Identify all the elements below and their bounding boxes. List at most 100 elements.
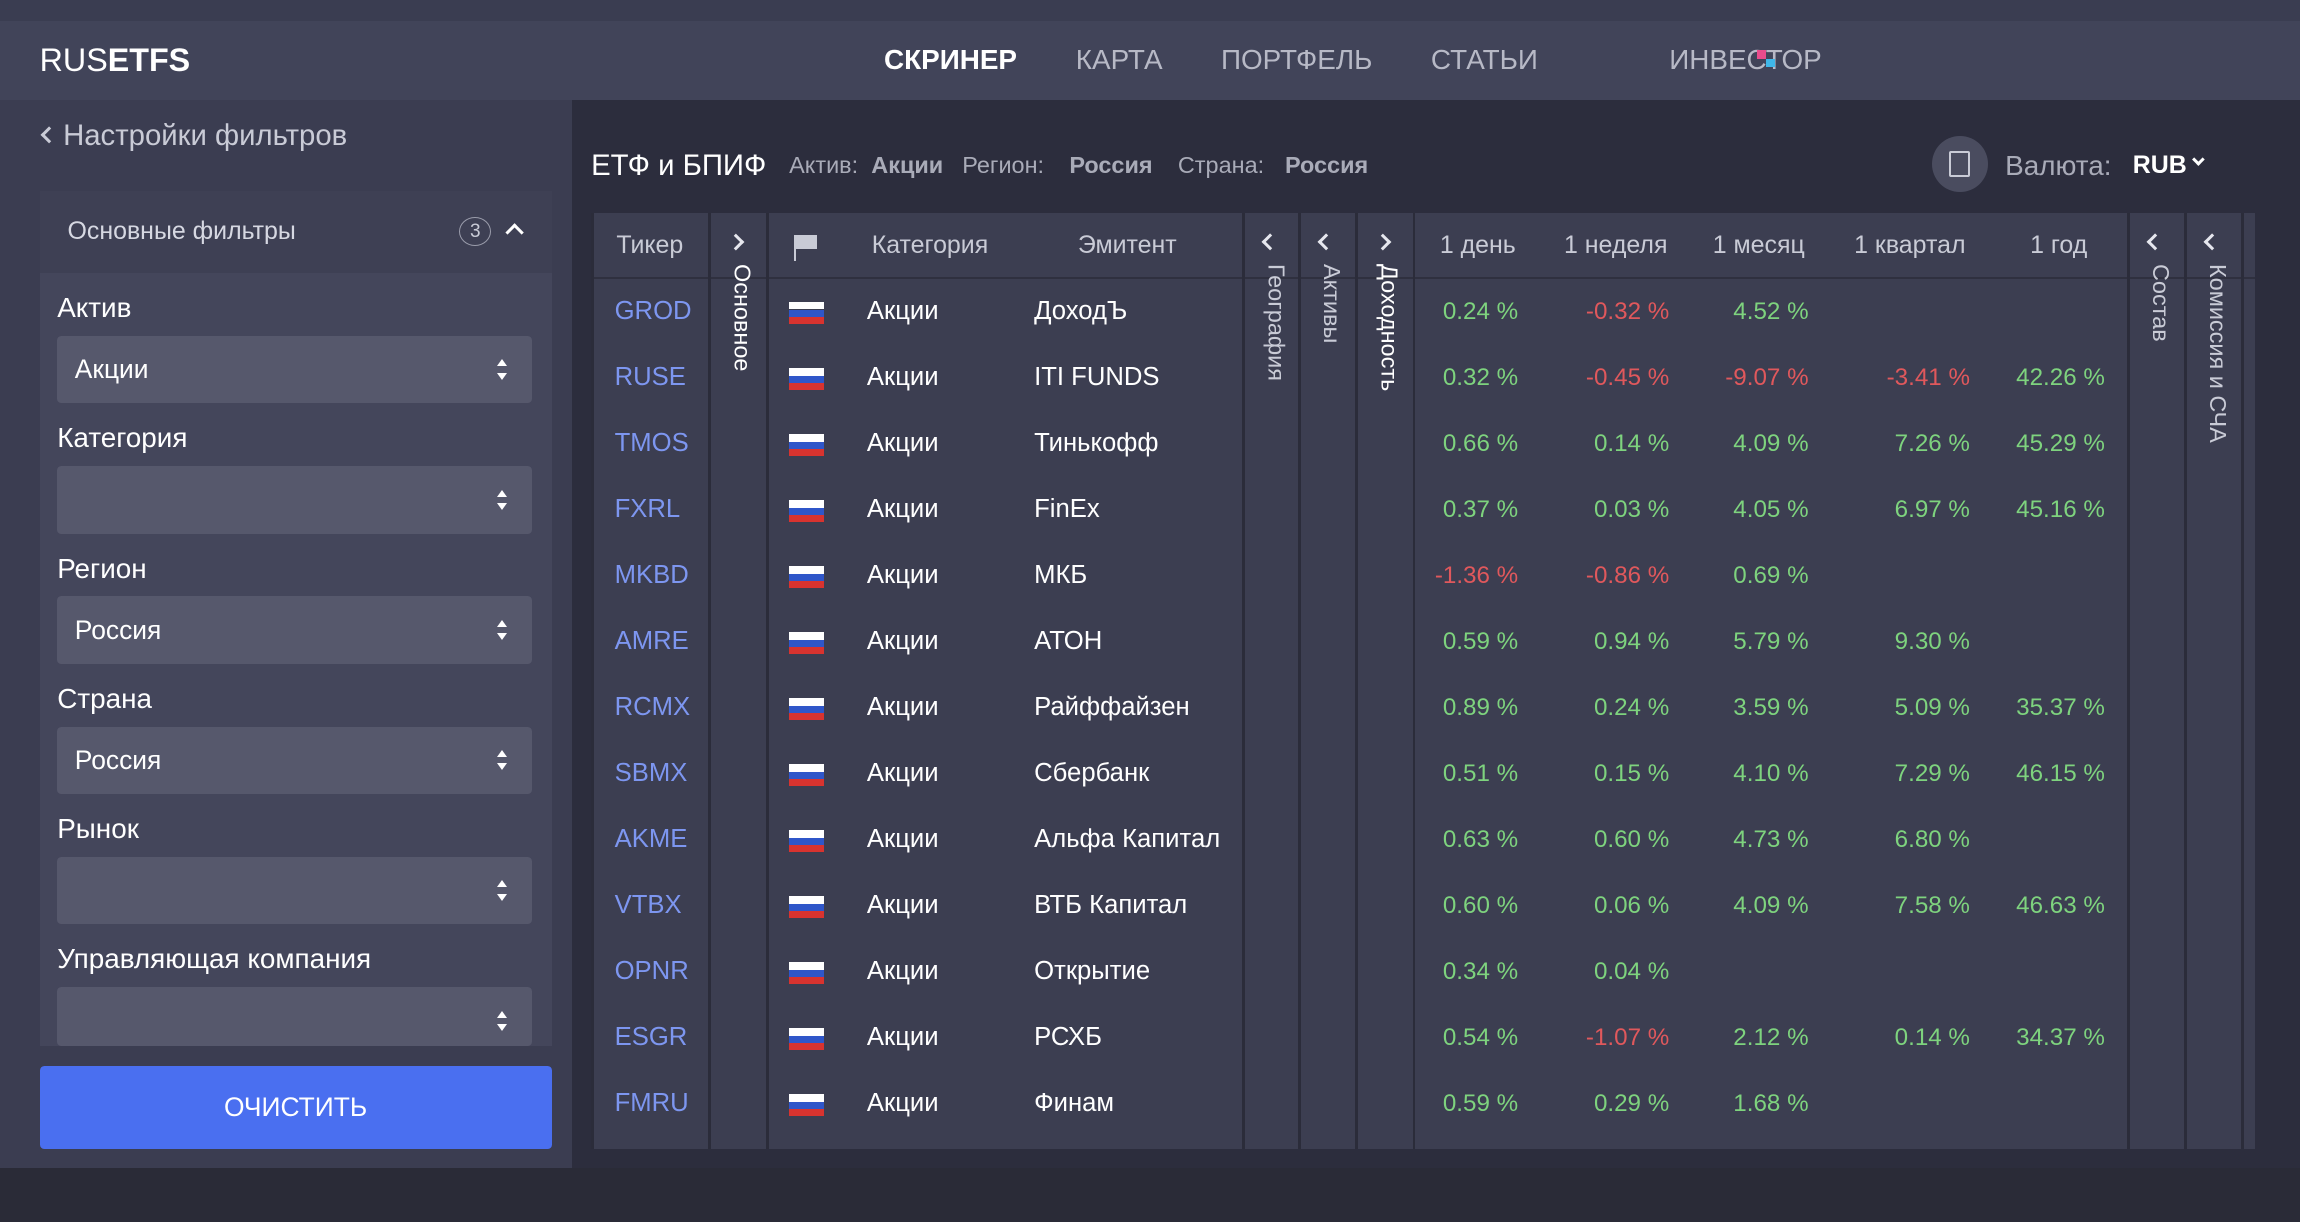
return-cell: 42.26 %: [2016, 363, 2105, 391]
flag: [789, 764, 825, 772]
ticker[interactable]: AKME: [614, 825, 688, 854]
flag: [789, 375, 825, 383]
cell: Сбербанк: [1034, 759, 1150, 788]
cell: Акции: [866, 693, 939, 722]
nav-item[interactable]: ПОРТФЕЛЬ: [1220, 44, 1373, 76]
ticker[interactable]: SBMX: [614, 759, 688, 788]
select[interactable]: [57, 856, 533, 925]
select[interactable]: Акции: [57, 335, 533, 404]
flag: [789, 698, 825, 706]
flag-icon: [796, 234, 818, 250]
select-value: Россия: [74, 744, 162, 775]
nav-item[interactable]: КАРТА: [1075, 44, 1163, 76]
nav-item[interactable]: ИНВЕСТОР: [1669, 44, 1822, 76]
column-header[interactable]: Категория: [871, 231, 989, 260]
flag: [789, 1108, 825, 1117]
return-cell: -0.32 %: [1585, 297, 1670, 325]
flag: [789, 969, 825, 977]
column-header[interactable]: 1 день: [1439, 231, 1516, 260]
logo[interactable]: RUS ETFS: [40, 32, 216, 88]
currency-value[interactable]: RUB: [2132, 151, 2187, 180]
return-cell: 5.09 %: [1894, 693, 1970, 721]
back-link[interactable]: Настройки фильтров: [63, 119, 348, 153]
column-separator: [708, 212, 712, 1149]
select[interactable]: [57, 466, 533, 534]
return-cell: 0.24 %: [1442, 297, 1519, 325]
return-cell: 6.80 %: [1894, 825, 1970, 853]
ticker[interactable]: ESGR: [614, 1023, 688, 1052]
section-count: 3: [459, 217, 492, 247]
flag: [789, 316, 825, 325]
return-cell: 7.26 %: [1894, 429, 1970, 457]
column-header[interactable]: 1 неделя: [1563, 231, 1668, 260]
nav-icon: [1766, 58, 1775, 68]
select[interactable]: Россия: [57, 726, 533, 795]
clear-button[interactable]: ОЧИСТИТЬ: [39, 1066, 552, 1149]
group-label[interactable]: Активы: [1319, 264, 1346, 344]
table: [591, 212, 2255, 1149]
filter-label: Рынок: [57, 813, 139, 845]
return-cell: 2.12 %: [1733, 1023, 1809, 1051]
flag: [789, 566, 825, 574]
select-arrow: [497, 1010, 508, 1018]
cell: Финам: [1034, 1089, 1115, 1118]
cell: ВТБ Капитал: [1034, 891, 1188, 920]
currency-chevron[interactable]: [2192, 153, 2205, 167]
ticker[interactable]: VTBX: [614, 891, 682, 920]
ticker[interactable]: AMRE: [614, 627, 689, 656]
group-label[interactable]: Основное: [729, 264, 756, 372]
return-cell: 0.66 %: [1442, 429, 1519, 457]
select[interactable]: Россия: [57, 596, 533, 664]
cell: Открытие: [1034, 957, 1151, 986]
group-label[interactable]: Состав: [2147, 264, 2174, 342]
ticker[interactable]: MKBD: [614, 561, 689, 590]
ticker[interactable]: GROD: [614, 297, 692, 326]
group-label[interactable]: География: [1263, 264, 1290, 381]
select[interactable]: [57, 987, 533, 1046]
return-cell: 0.94 %: [1593, 627, 1670, 655]
flag: [789, 903, 825, 911]
cell: Райффайзен: [1034, 693, 1190, 722]
flag-icon: [793, 234, 797, 262]
ticker[interactable]: RUSE: [614, 363, 686, 392]
column-separator: [2184, 212, 2188, 1149]
select-arrow: [497, 359, 508, 367]
export-button[interactable]: [1931, 136, 1988, 193]
ticker[interactable]: FMRU: [614, 1089, 689, 1118]
group-label[interactable]: Доходность: [1376, 264, 1403, 392]
ticker[interactable]: RCMX: [614, 693, 691, 722]
nav-item[interactable]: СКРИНЕР: [884, 44, 1018, 76]
section-title: Основные фильтры: [67, 217, 296, 246]
return-cell: 4.73 %: [1733, 825, 1809, 853]
nav-item[interactable]: СТАТЬИ: [1430, 44, 1538, 76]
return-cell: 46.63 %: [2016, 891, 2105, 919]
cell: ITI FUNDS: [1034, 363, 1160, 392]
filter-label: Управляющая компания: [57, 943, 372, 975]
column-header[interactable]: Эмитент: [1077, 231, 1177, 260]
column-header[interactable]: 1 месяц: [1712, 231, 1805, 260]
cell: МКБ: [1034, 561, 1088, 590]
return-cell: 35.37 %: [2016, 693, 2105, 721]
return-cell: -1.36 %: [1434, 561, 1519, 589]
ticker[interactable]: OPNR: [614, 957, 689, 986]
cell: Акции: [866, 957, 939, 986]
return-cell: 0.63 %: [1442, 825, 1519, 853]
flag: [789, 837, 825, 845]
filter-label: Регион: [57, 552, 147, 584]
column-header[interactable]: 1 год: [2030, 231, 2088, 260]
column-header[interactable]: Тикер: [616, 231, 684, 260]
group-label[interactable]: Комиссия и СЧА: [2205, 264, 2232, 443]
logo-light: RUS: [39, 41, 108, 78]
return-cell: -1.07 %: [1585, 1023, 1670, 1051]
filter-label: Актив: [57, 292, 132, 324]
flag: [789, 1028, 825, 1036]
chip-label: Страна:: [1177, 152, 1265, 179]
column-header[interactable]: 1 квартал: [1854, 231, 1966, 260]
ticker[interactable]: TMOS: [614, 429, 689, 458]
return-cell: 45.16 %: [2016, 495, 2105, 523]
flag: [789, 632, 825, 640]
flag: [789, 302, 825, 310]
ticker[interactable]: FXRL: [614, 495, 681, 524]
cell: Альфа Капитал: [1034, 825, 1221, 854]
